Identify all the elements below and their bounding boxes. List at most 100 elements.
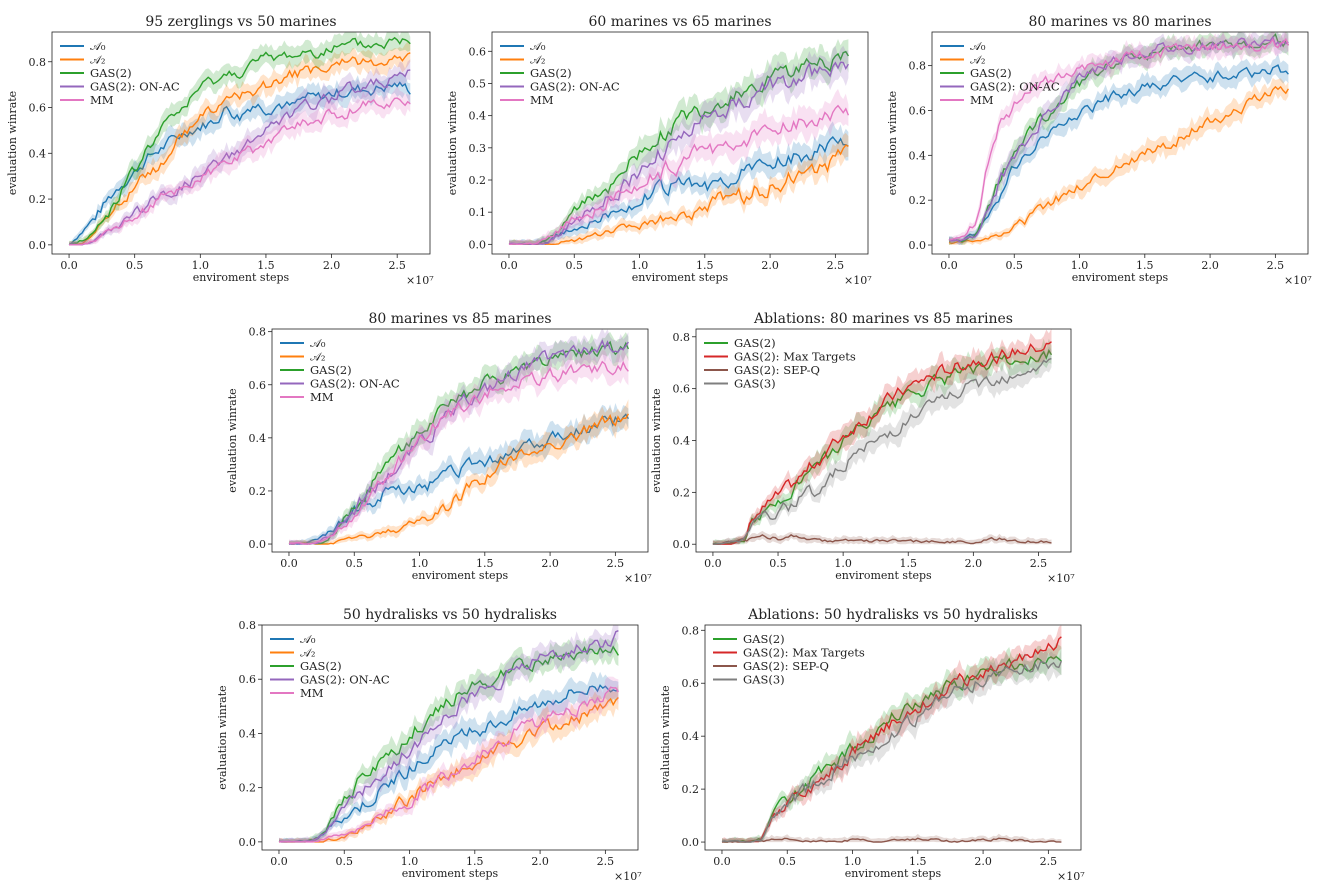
x-axis-label: enviroment steps: [193, 271, 290, 284]
y-tick-label: 0.6: [239, 673, 257, 686]
y-axis-label: evaluation winrate: [659, 685, 672, 789]
chart-title: 95 zerglings vs 50 marines: [145, 14, 336, 30]
legend-entry: GAS(2): SEP-Q: [734, 363, 820, 377]
legend-entry: 𝒜₂: [970, 53, 986, 67]
x-tick-label: 2.5: [607, 557, 625, 570]
x-tick-label: 0.0: [270, 855, 288, 868]
plot-area: [712, 329, 1053, 545]
x-tick-label: 1.5: [476, 557, 494, 570]
plot-area: [721, 625, 1063, 843]
series-band: [289, 403, 629, 544]
x-tick-label: 1.0: [411, 557, 429, 570]
y-axis-label: evaluation winrate: [446, 91, 459, 195]
chart-panel-7: Ablations: 50 hydralisks vs 50 hydralisk…: [659, 607, 1085, 883]
series-line: [278, 645, 619, 843]
y-tick-label: 0.2: [682, 783, 700, 796]
y-tick-label: 0.4: [673, 435, 691, 448]
series-line: [712, 357, 1052, 545]
x-axis-label: enviroment steps: [845, 867, 942, 880]
series-band: [712, 530, 1052, 545]
legend-entry: MM: [970, 93, 994, 107]
x-tick-label: 1.0: [192, 259, 210, 272]
series-line: [508, 61, 849, 246]
chart-panel-5: Ablations: 80 marines vs 85 marines 0.0 0.…: [650, 311, 1075, 585]
series-line: [948, 37, 1290, 241]
x-tick-label: 2.0: [761, 259, 779, 272]
series-line: [509, 104, 850, 246]
y-tick-label: 0.8: [673, 331, 691, 344]
series-band: [289, 348, 629, 544]
x-tick-label: 0.5: [779, 855, 797, 868]
axes-frame: [704, 624, 1082, 851]
x-tick-label: 2.0: [965, 557, 983, 570]
x-axis-label: enviroment steps: [1072, 271, 1169, 284]
series-band: [949, 32, 1289, 244]
legend-entry: GAS(2): [743, 632, 785, 646]
series-band: [289, 399, 629, 544]
y-tick-label: 0.2: [909, 194, 927, 207]
series-line: [288, 340, 630, 545]
chart-title: 80 marines vs 85 marines: [368, 311, 551, 327]
y-tick-label: 0.8: [249, 326, 267, 339]
chart-title: 50 hydralisks vs 50 hydralisks: [343, 607, 557, 623]
legend-entry: MM: [300, 686, 324, 700]
series-line: [278, 697, 619, 843]
legend-entry: 𝒜₀: [530, 39, 546, 53]
legend-entry: MM: [530, 93, 554, 107]
x-axis-label: enviroment steps: [632, 271, 729, 284]
legend-entry: 𝒜₂: [90, 53, 106, 67]
legend-entry: GAS(2): ON-AC: [310, 377, 400, 391]
series-line: [69, 52, 411, 246]
y-tick-label: 0.2: [469, 174, 487, 187]
y-tick-label: 0.4: [29, 147, 47, 160]
y-tick-label: 0.6: [909, 104, 927, 117]
series-band: [949, 32, 1289, 245]
x-axis-multiplier: ×10⁷: [1284, 274, 1312, 287]
legend-entry: 𝒜₀: [300, 632, 316, 646]
y-axis-label: evaluation winrate: [216, 685, 229, 789]
legend-entry: GAS(3): [743, 673, 785, 687]
x-tick-label: 2.5: [1030, 557, 1048, 570]
legend-entry: GAS(2): Max Targets: [734, 350, 856, 364]
y-tick-label: 0.2: [249, 485, 267, 498]
y-tick-label: 0.4: [682, 730, 700, 743]
x-axis-multiplier: ×10⁷: [844, 274, 872, 287]
y-tick-label: 0.2: [239, 782, 257, 795]
legend-entry: GAS(2): ON-AC: [970, 80, 1060, 94]
x-tick-label: 0.5: [126, 259, 144, 272]
series-line: [948, 85, 1290, 245]
chart-title: Ablations: 50 hydralisks vs 50 hydralisk…: [747, 607, 1038, 623]
legend-entry: GAS(2): ON-AC: [300, 673, 390, 687]
y-tick-label: 0.0: [29, 239, 47, 252]
series-band: [509, 121, 849, 245]
chart-panel-6: 50 hydralisks vs 50 hydralisks 0.0 0.5 1.0 1…: [216, 607, 642, 883]
x-tick-label: 0.0: [280, 557, 298, 570]
legend-entry: GAS(2): [970, 66, 1012, 80]
axes-frame: [261, 624, 639, 851]
chart-panel-4: 80 marines vs 85 marines 0.0 0.5 1.0 1.5 2.0 2…: [226, 311, 652, 585]
series-band: [712, 338, 1052, 545]
series-line: [722, 837, 1062, 843]
x-tick-label: 0.0: [704, 557, 722, 570]
y-tick-label: 0.6: [249, 379, 267, 392]
y-tick-label: 0.2: [29, 193, 47, 206]
x-tick-label: 0.5: [566, 259, 584, 272]
y-tick-label: 0.4: [909, 149, 927, 162]
x-tick-label: 0.0: [500, 259, 518, 272]
y-tick-label: 0.6: [29, 102, 47, 115]
series-line: [712, 348, 1053, 545]
y-tick-label: 0.3: [469, 142, 487, 155]
series-line: [508, 144, 849, 246]
x-tick-label: 1.0: [834, 557, 852, 570]
series-band: [279, 636, 619, 842]
legend-entry: GAS(2): [530, 66, 572, 80]
series-band: [69, 32, 411, 245]
plot-area: [278, 625, 619, 843]
series-line: [69, 36, 411, 245]
series-band: [509, 45, 849, 245]
x-tick-label: 2.0: [531, 855, 549, 868]
